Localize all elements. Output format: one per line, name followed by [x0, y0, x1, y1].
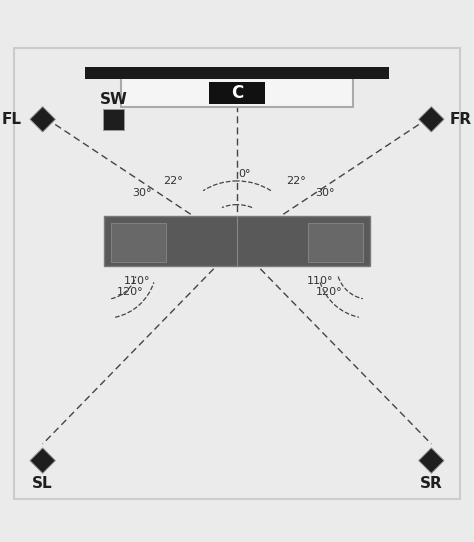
Polygon shape [30, 448, 55, 473]
Text: 30°: 30° [132, 188, 152, 198]
Text: 110°: 110° [124, 276, 151, 286]
Text: 0°: 0° [238, 169, 250, 179]
Bar [209, 82, 265, 104]
Text: FL: FL [2, 112, 22, 127]
Text: 22°: 22° [286, 176, 306, 186]
Bar [85, 67, 389, 79]
Text: 120°: 120° [316, 287, 343, 297]
Text: 22°: 22° [163, 176, 183, 186]
Polygon shape [30, 107, 55, 132]
Text: SW: SW [100, 92, 128, 107]
Text: SR: SR [420, 476, 443, 491]
Polygon shape [419, 107, 444, 132]
Text: FR: FR [450, 112, 472, 127]
Polygon shape [419, 448, 444, 473]
Text: C: C [231, 84, 243, 102]
Text: 120°: 120° [117, 287, 144, 297]
Bar [104, 216, 370, 266]
Bar [111, 223, 166, 262]
Bar [121, 78, 353, 107]
Text: 110°: 110° [307, 276, 333, 286]
Text: SL: SL [32, 476, 53, 491]
Text: 30°: 30° [315, 188, 335, 198]
Polygon shape [103, 108, 124, 130]
Bar [308, 223, 363, 262]
